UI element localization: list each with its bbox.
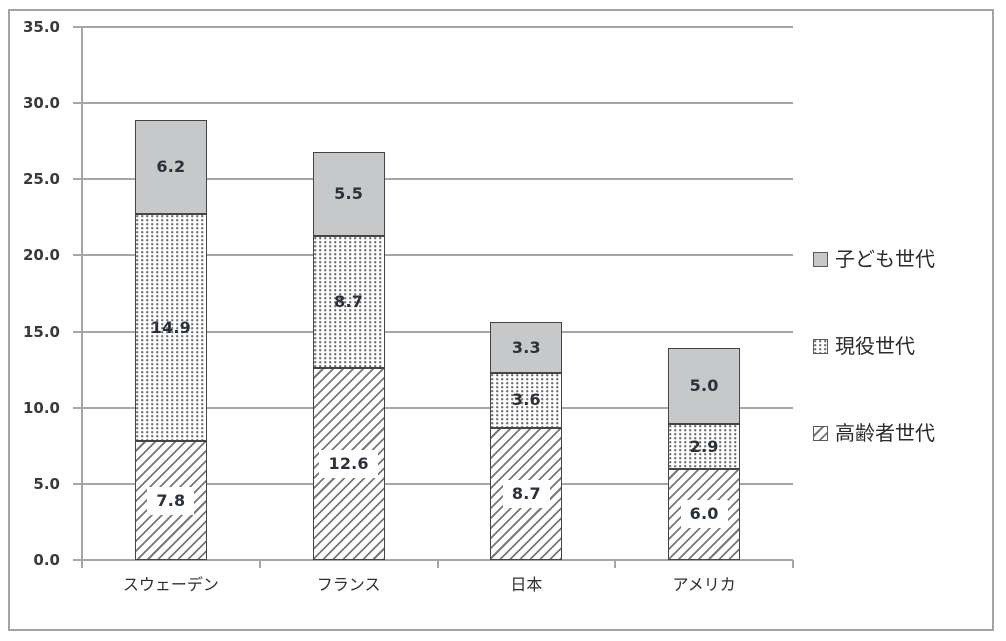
bar-segment-value: 2.9	[689, 436, 719, 456]
x-axis-tick	[436, 560, 439, 568]
y-tick-label: 25.0	[22, 170, 60, 189]
gridline	[82, 254, 793, 257]
bar-segment-value: 7.8	[147, 486, 195, 515]
x-axis-tick	[81, 560, 83, 568]
chart-outer-frame	[8, 9, 994, 631]
bar-segment-hatch: 6.0	[668, 468, 741, 560]
bar-segment-value: 8.7	[502, 479, 550, 508]
bar-segment-hatch: 7.8	[134, 441, 207, 560]
bar-segment-solid: 5.0	[668, 348, 741, 425]
x-axis-tick	[258, 560, 261, 568]
bar-segment-value: 5.5	[334, 183, 364, 203]
gridline	[82, 102, 793, 105]
y-axis-line	[81, 26, 83, 561]
bar-segment-value: 8.7	[334, 291, 364, 311]
gridline	[82, 178, 793, 181]
x-axis-tick	[614, 560, 617, 568]
bar-segment-solid: 3.3	[490, 322, 563, 373]
bar-segment-value: 12.6	[319, 450, 378, 479]
bar-segment-hatch: 12.6	[312, 368, 385, 560]
gridline	[82, 406, 793, 409]
bar-segment-solid: 5.5	[312, 151, 385, 236]
y-tick-label: 5.0	[33, 474, 60, 493]
gridline	[82, 482, 793, 485]
y-axis-tick	[73, 559, 82, 561]
bar-segment-hatch: 8.7	[490, 427, 563, 560]
bar-segment-value: 14.9	[150, 317, 192, 337]
y-tick-label: 10.0	[22, 398, 60, 417]
x-category-label: フランス	[316, 575, 381, 594]
bar-segment-value: 3.3	[511, 337, 541, 357]
y-axis-tick	[73, 26, 82, 28]
y-axis-tick	[73, 330, 82, 333]
y-axis-tick	[73, 178, 82, 181]
x-axis-tick	[792, 560, 794, 568]
y-tick-label: 30.0	[22, 94, 60, 113]
y-tick-label: 15.0	[22, 322, 60, 341]
y-tick-label: 20.0	[22, 246, 60, 265]
y-axis-tick	[73, 482, 82, 485]
bar-segment-dots: 2.9	[668, 424, 741, 469]
bar-segment-value: 5.0	[689, 376, 719, 396]
y-tick-label: 0.0	[33, 551, 60, 569]
bar-segment-dots: 8.7	[312, 235, 385, 369]
y-tick-label: 35.0	[22, 18, 60, 36]
x-category-label: 日本	[510, 575, 543, 594]
bar-segment-value: 6.2	[156, 157, 186, 177]
bar-segment-dots: 3.6	[490, 372, 563, 428]
bar-segment-value: 6.0	[680, 500, 728, 529]
bar-segment-solid: 6.2	[134, 119, 207, 215]
y-axis-tick	[73, 254, 82, 257]
x-category-label: アメリカ	[672, 575, 736, 594]
x-category-label: スウェーデン	[122, 575, 219, 594]
gridline	[82, 26, 793, 28]
y-axis-tick	[73, 406, 82, 409]
y-axis-tick	[73, 102, 82, 105]
bar-segment-dots: 14.9	[134, 214, 207, 442]
bar-segment-value: 3.6	[511, 390, 541, 410]
gridline	[82, 330, 793, 333]
